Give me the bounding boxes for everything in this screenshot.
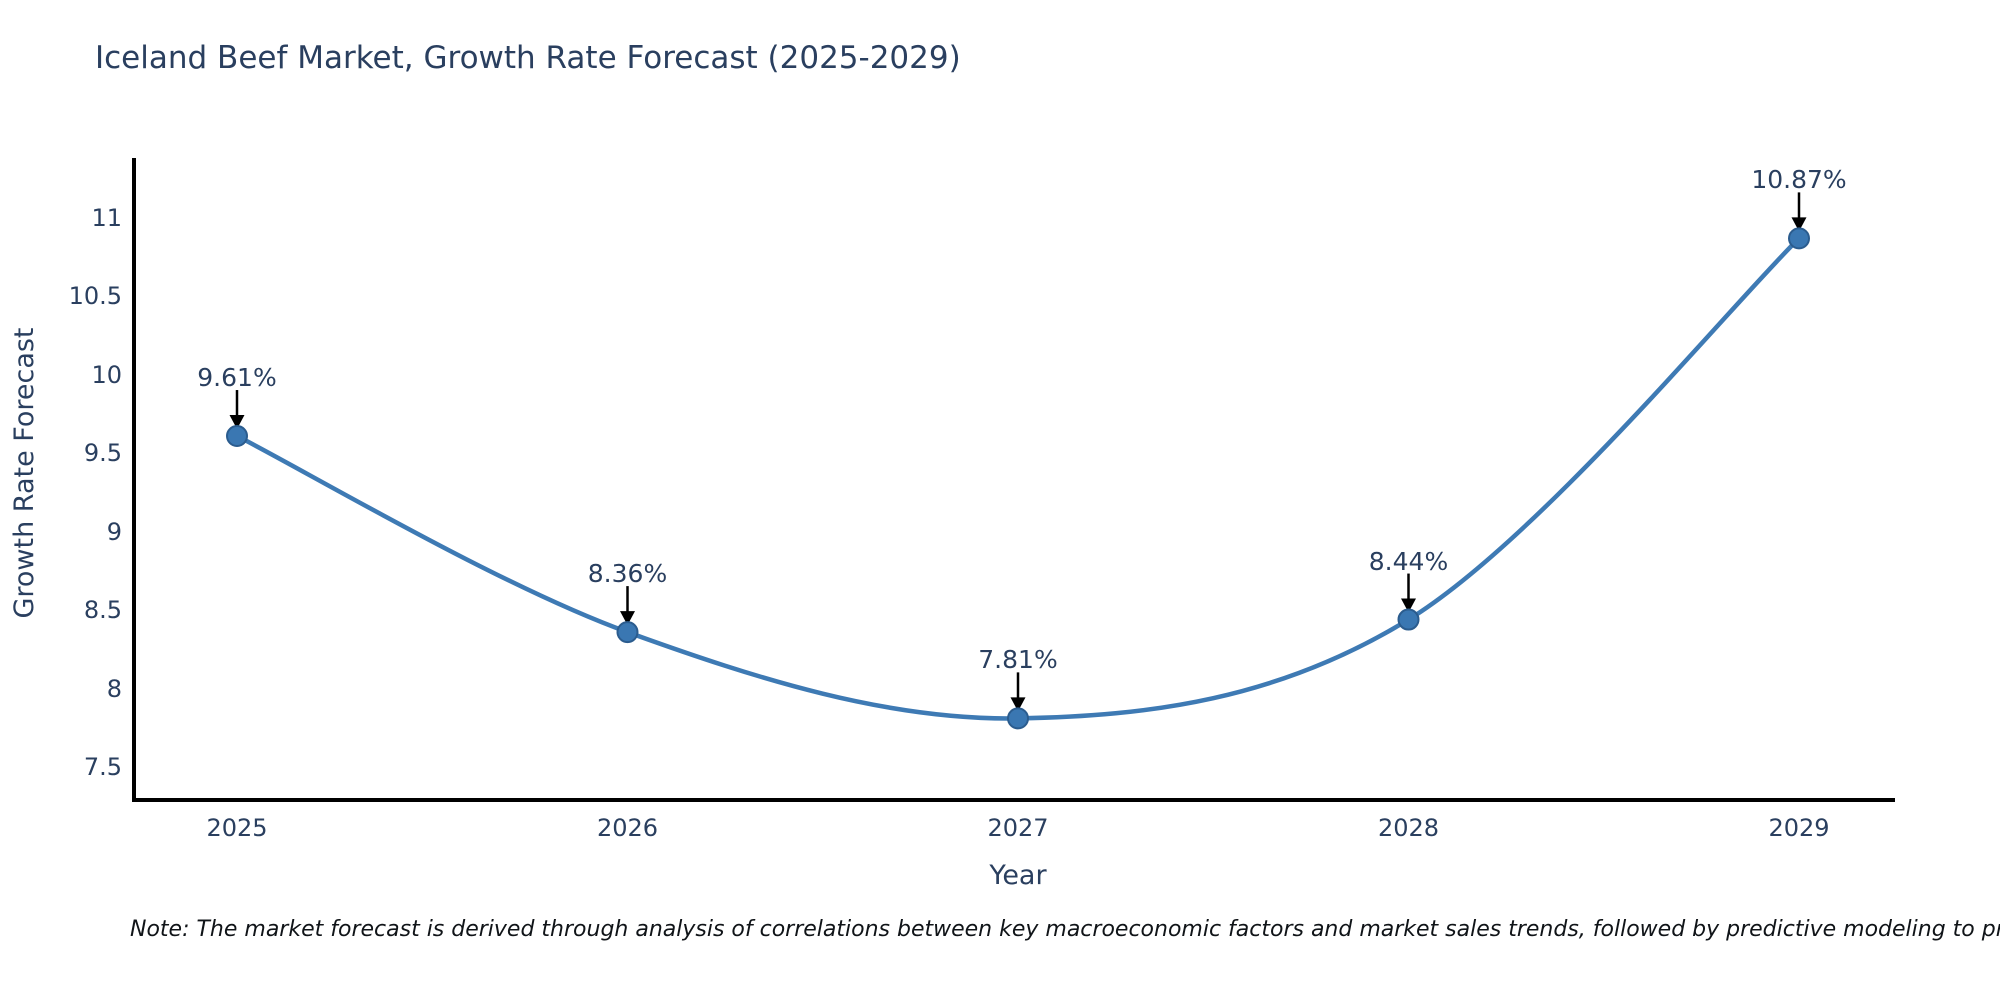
data-point[interactable] xyxy=(1007,707,1029,730)
y-tick-label: 7.5 xyxy=(83,752,122,781)
point-value-label: 7.81% xyxy=(978,645,1058,675)
x-tick-label: 2025 xyxy=(206,814,268,842)
point-value-label: 8.44% xyxy=(1368,546,1449,576)
x-tick-label: 2026 xyxy=(596,814,659,842)
y-tick-label: 10 xyxy=(91,360,122,389)
y-tick-label: 8 xyxy=(106,674,122,703)
x-tick-label: 2027 xyxy=(987,814,1049,842)
data-point[interactable] xyxy=(226,425,248,448)
point-value-label: 10.87% xyxy=(1751,165,1847,195)
chart-title: Iceland Beef Market, Growth Rate Forecas… xyxy=(95,40,961,76)
y-tick-label: 9.5 xyxy=(83,439,122,468)
footnote: Note: The market forecast is derived thr… xyxy=(130,917,2000,942)
annotation-arrowhead-icon xyxy=(1401,598,1416,613)
data-point[interactable] xyxy=(616,621,639,644)
annotation-arrowhead-icon xyxy=(620,611,635,626)
annotation-arrowhead-icon xyxy=(1791,217,1807,232)
annotation-arrowhead-icon xyxy=(1010,697,1026,712)
y-tick-label: 9 xyxy=(106,517,122,546)
annotation-arrowhead-icon xyxy=(229,415,245,430)
point-value-label: 8.36% xyxy=(587,559,668,589)
y-tick-label: 11 xyxy=(91,204,122,232)
x-tick-label: 2028 xyxy=(1377,814,1440,842)
y-tick-label: 10.5 xyxy=(68,282,122,311)
data-point[interactable] xyxy=(1788,227,1810,250)
point-value-label: 9.61% xyxy=(197,363,277,393)
x-tick-label: 2029 xyxy=(1768,814,1830,842)
y-tick-label: 8.5 xyxy=(83,596,122,625)
data-point[interactable] xyxy=(1397,608,1420,631)
x-axis-title: Year xyxy=(989,860,1047,891)
